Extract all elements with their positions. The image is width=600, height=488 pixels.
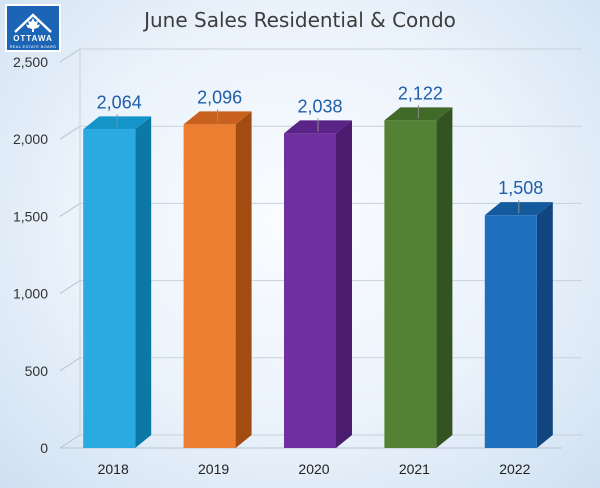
y-tick-label: 2,000 bbox=[13, 131, 48, 147]
logo-sub-text: REAL ESTATE BOARD bbox=[9, 44, 57, 49]
bar-side-face bbox=[336, 120, 352, 449]
y-tick-label: 1,000 bbox=[13, 286, 48, 302]
bar-side-face bbox=[536, 202, 553, 448]
x-tick-label: 2019 bbox=[198, 461, 229, 477]
data-label: 1,508 bbox=[498, 178, 543, 198]
data-label: 2,122 bbox=[398, 83, 443, 103]
gridline-side bbox=[59, 434, 81, 449]
bar-side-face bbox=[135, 116, 152, 449]
bar-side-face bbox=[436, 107, 453, 449]
gridline-side bbox=[59, 48, 81, 63]
data-label: 2,064 bbox=[97, 92, 142, 112]
x-tick-label: 2018 bbox=[98, 461, 129, 477]
y-tick-label: 2,500 bbox=[13, 54, 48, 70]
logo-main-text: OTTAWA bbox=[13, 34, 53, 43]
y-tick-label: 500 bbox=[25, 363, 49, 379]
gridline-side bbox=[59, 125, 81, 140]
bar-2022 bbox=[484, 215, 537, 448]
y-tick-label: 0 bbox=[40, 440, 48, 456]
bar-2019 bbox=[183, 124, 236, 449]
maple-leaf-house-icon bbox=[14, 13, 52, 33]
x-tick-label: 2022 bbox=[499, 461, 530, 477]
y-tick-label: 1,500 bbox=[13, 208, 48, 224]
data-label: 2,096 bbox=[197, 87, 242, 107]
ottawa-real-estate-board-logo: OTTAWA REAL ESTATE BOARD bbox=[5, 4, 61, 52]
gridline-side bbox=[59, 202, 81, 217]
gridline-side bbox=[59, 357, 81, 372]
bar-2021 bbox=[384, 120, 437, 449]
gridline-side bbox=[59, 280, 81, 295]
x-tick-label: 2021 bbox=[399, 461, 430, 477]
chart-title: June Sales Residential & Condo bbox=[144, 8, 456, 32]
x-tick-label: 2020 bbox=[298, 461, 329, 477]
data-label: 2,038 bbox=[297, 96, 342, 116]
bar-2020 bbox=[284, 133, 336, 448]
bar-2018 bbox=[83, 129, 136, 448]
bar-side-face bbox=[235, 111, 252, 449]
